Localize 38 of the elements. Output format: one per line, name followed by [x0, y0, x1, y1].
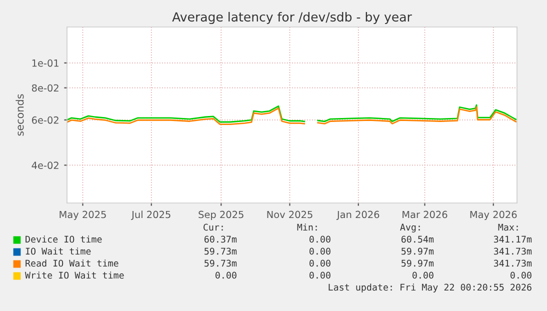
- legend-label: IO Wait time: [26, 248, 91, 255]
- x-tick-label: May 2025: [60, 210, 106, 220]
- text: Cur:: [204, 224, 223, 231]
- text: 0.00: [310, 248, 330, 255]
- x-tick-label: Mar 2026: [402, 210, 448, 218]
- y-tick-label: 8e-02: [32, 84, 58, 92]
- legend-label: Device IO time: [26, 236, 102, 243]
- text: 0.00: [216, 272, 236, 279]
- x-tick-label: Sep 2025: [198, 210, 244, 220]
- text: 59.97m: [402, 248, 434, 255]
- text: 60.54m: [401, 236, 434, 243]
- y-tick-label: 1e-01: [32, 59, 58, 67]
- text: 0.00: [412, 272, 434, 279]
- x-tick-label: Nov 2025: [267, 210, 312, 218]
- text: 59.73m: [204, 260, 237, 267]
- legend-label: Write IO Wait time: [25, 272, 124, 279]
- text: 0.00: [310, 236, 330, 243]
- text: Last update: Fri May 22 00:20:55 2026: [328, 284, 532, 292]
- text: 59.97m: [402, 260, 434, 267]
- text: 341.17m: [494, 236, 532, 243]
- legend-label: Read IO Wait time: [26, 260, 118, 267]
- text: 0.00: [310, 272, 330, 279]
- text: 0.00: [310, 260, 330, 267]
- text: 59.73m: [204, 248, 237, 255]
- text: Max:: [498, 224, 518, 231]
- y-tick-label: 4e-02: [32, 162, 58, 170]
- y-axis-title: seconds: [16, 94, 24, 136]
- x-tick-label: May 2026: [470, 210, 517, 220]
- text: Min:: [297, 224, 317, 231]
- text: Avg:: [400, 224, 420, 232]
- text: 341.73m: [494, 248, 532, 255]
- chart-title: Average latency for /dev/sdb - by year: [172, 12, 412, 24]
- x-tick-label: Jul 2025: [131, 210, 170, 220]
- text: 0.00: [510, 272, 532, 279]
- x-tick-label: Jan 2026: [336, 210, 380, 220]
- y-tick-label: 6e-02: [32, 116, 58, 124]
- text: 341.73m: [494, 260, 532, 267]
- text: 60.37m: [204, 236, 237, 243]
